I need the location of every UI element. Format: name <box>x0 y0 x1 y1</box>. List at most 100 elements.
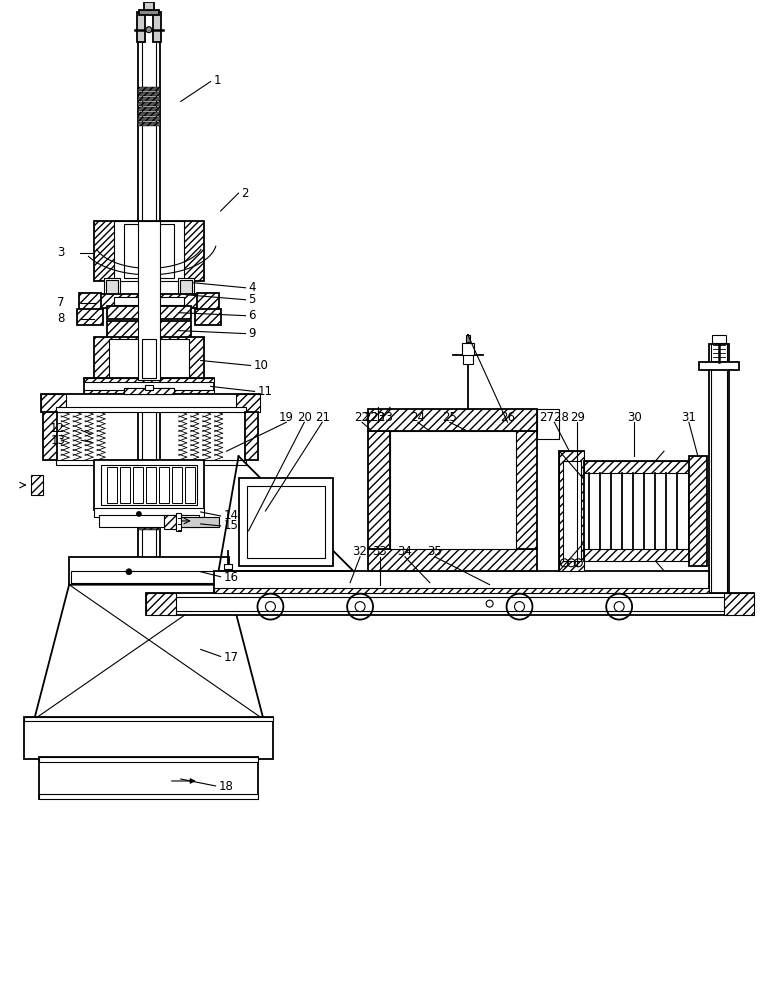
Text: 13: 13 <box>50 434 65 447</box>
Bar <box>138 122 160 126</box>
Text: 1: 1 <box>214 74 221 87</box>
Bar <box>235 394 261 412</box>
Bar <box>709 344 729 593</box>
Bar <box>146 593 754 615</box>
Bar <box>94 508 204 517</box>
Circle shape <box>126 569 132 575</box>
Text: 19: 19 <box>279 411 294 424</box>
Bar <box>214 571 709 593</box>
Text: 11: 11 <box>258 385 272 398</box>
Bar <box>107 467 117 503</box>
Bar <box>56 460 245 465</box>
Bar <box>146 467 156 503</box>
Bar <box>43 412 57 460</box>
Text: 26: 26 <box>500 411 515 424</box>
Text: 32: 32 <box>353 545 368 558</box>
Bar <box>124 388 174 394</box>
Bar <box>42 394 66 412</box>
Bar <box>124 224 174 278</box>
Text: 5: 5 <box>248 293 256 306</box>
Polygon shape <box>35 585 264 719</box>
Bar <box>689 456 707 566</box>
Bar <box>94 337 204 380</box>
Bar <box>99 294 198 308</box>
Bar <box>195 309 221 325</box>
Text: 30: 30 <box>627 411 641 424</box>
Circle shape <box>146 27 151 33</box>
Bar <box>146 593 176 615</box>
Bar <box>247 486 325 558</box>
Bar <box>104 278 120 296</box>
Bar <box>56 407 245 412</box>
Bar <box>141 339 156 378</box>
Bar <box>120 467 130 503</box>
Text: 18: 18 <box>218 780 234 793</box>
Bar <box>114 297 184 305</box>
Bar <box>515 431 538 549</box>
Text: 2223: 2223 <box>363 411 393 424</box>
Bar <box>84 378 214 382</box>
Bar <box>77 309 103 325</box>
Bar <box>245 412 258 460</box>
Bar <box>138 526 160 530</box>
Text: 22: 22 <box>355 411 370 424</box>
Text: 12: 12 <box>50 422 65 435</box>
Text: 31: 31 <box>681 411 697 424</box>
Bar <box>94 221 204 281</box>
Bar <box>138 117 160 121</box>
Circle shape <box>136 511 141 516</box>
Text: 3: 3 <box>57 246 64 259</box>
Bar <box>25 717 274 759</box>
Bar <box>138 87 160 91</box>
Bar <box>138 97 160 101</box>
Text: 4: 4 <box>248 281 256 294</box>
Bar <box>461 343 474 355</box>
Text: 24: 24 <box>411 411 425 424</box>
Bar <box>42 394 261 412</box>
Bar <box>138 501 160 505</box>
Bar <box>224 564 231 569</box>
Bar <box>79 293 101 311</box>
Bar <box>238 478 333 566</box>
Bar <box>114 221 184 281</box>
Text: 25: 25 <box>442 411 458 424</box>
Text: 6: 6 <box>248 309 256 322</box>
Bar <box>138 516 160 520</box>
Bar <box>153 12 161 42</box>
Bar <box>139 10 159 15</box>
Bar <box>144 2 154 10</box>
Text: 7: 7 <box>57 296 64 309</box>
Bar <box>164 515 176 529</box>
Bar <box>138 92 160 96</box>
Bar <box>84 390 214 394</box>
Bar <box>109 339 188 378</box>
Text: 20: 20 <box>297 411 311 424</box>
Bar <box>107 321 191 339</box>
Text: 15: 15 <box>224 519 238 532</box>
Bar <box>32 475 43 495</box>
Bar <box>171 467 181 503</box>
Bar <box>584 461 689 473</box>
Bar <box>72 571 227 583</box>
Bar <box>559 451 584 571</box>
Bar <box>133 467 143 503</box>
Bar <box>101 465 197 505</box>
Bar <box>214 588 709 593</box>
Bar <box>39 794 258 799</box>
Text: 21: 21 <box>315 411 330 424</box>
Text: 10: 10 <box>254 359 268 372</box>
Bar <box>699 362 739 370</box>
Bar <box>712 335 726 343</box>
Bar <box>164 517 218 527</box>
Bar <box>584 461 689 561</box>
Bar <box>564 461 581 561</box>
Bar <box>368 409 538 431</box>
Text: 29: 29 <box>570 411 584 424</box>
Bar <box>724 593 754 615</box>
Bar <box>39 757 258 799</box>
Bar <box>466 335 470 342</box>
Bar <box>99 515 198 527</box>
Text: 2728: 2728 <box>539 411 569 424</box>
Bar <box>124 388 174 394</box>
Bar <box>138 521 160 525</box>
